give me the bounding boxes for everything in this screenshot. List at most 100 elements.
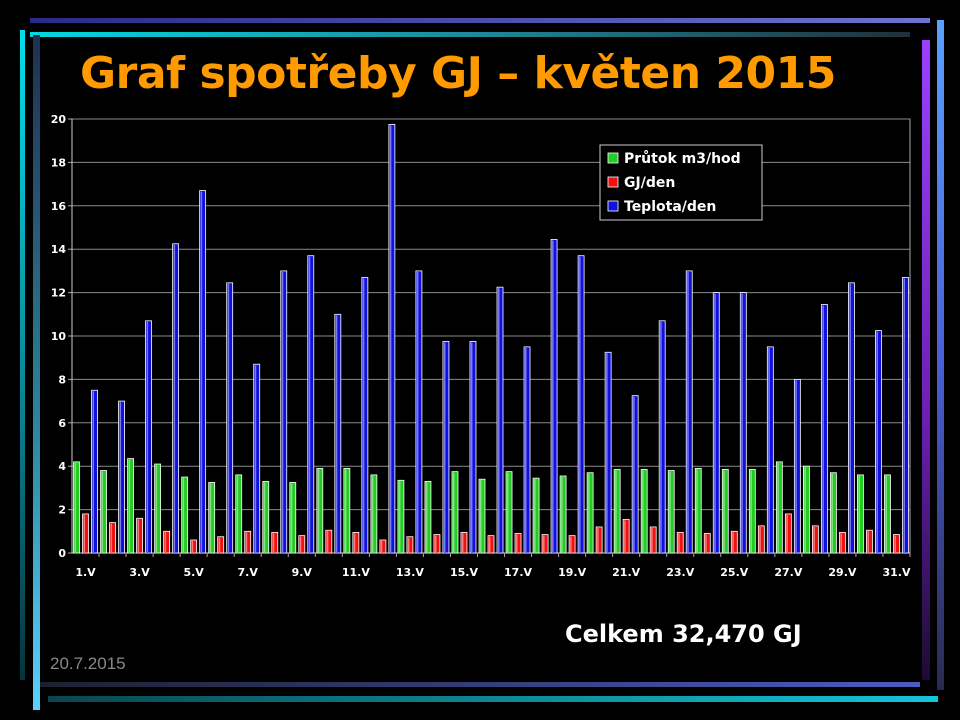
temperature-bar — [91, 389, 98, 554]
energy-bar — [568, 535, 576, 554]
temperature-bar — [739, 292, 747, 554]
temperature-bar-highlight — [119, 402, 122, 552]
energy-bar — [703, 533, 711, 554]
energy-bar — [325, 529, 333, 554]
energy-bar-highlight — [732, 532, 734, 552]
right-border-line-inner — [922, 40, 930, 680]
flow-bar — [154, 463, 162, 554]
temperature-bar — [658, 320, 666, 554]
flow-bar — [100, 470, 107, 554]
energy-bar — [730, 530, 738, 554]
flow-bar — [127, 458, 134, 554]
energy-bar-highlight — [516, 534, 518, 552]
temperature-bar-highlight — [470, 342, 473, 552]
flow-bar — [397, 479, 405, 554]
energy-bar-highlight — [434, 535, 437, 552]
energy-bar — [866, 529, 873, 554]
energy-bar-highlight — [705, 534, 707, 552]
flow-bar-highlight — [642, 470, 644, 552]
flow-bar — [721, 469, 729, 554]
x-tick-label: 3.V — [129, 566, 150, 579]
temperature-bar — [253, 363, 261, 554]
flow-bar — [208, 482, 216, 554]
bottom-border-line-inner — [48, 696, 938, 702]
energy-bar-highlight — [299, 536, 302, 552]
legend-swatch — [607, 200, 619, 212]
flow-bar-highlight — [561, 476, 563, 552]
flow-bar-highlight — [74, 462, 77, 552]
flow-bar — [424, 480, 432, 554]
energy-bar — [352, 531, 360, 554]
y-tick-label: 12 — [51, 287, 66, 300]
top-border-line-inner — [30, 32, 910, 37]
energy-bar — [433, 534, 441, 554]
temperature-bar — [577, 255, 585, 554]
legend-label: GJ/den — [624, 175, 675, 191]
energy-bar-highlight — [164, 532, 167, 552]
y-tick-label: 18 — [51, 156, 66, 169]
flow-bar-highlight — [101, 471, 104, 552]
temperature-bar-highlight — [795, 380, 797, 552]
y-tick-label: 14 — [51, 243, 67, 256]
total-consumption-label: Celkem 32,470 GJ — [565, 620, 802, 648]
energy-bar — [757, 525, 765, 554]
temperature-bar — [875, 330, 882, 554]
temperature-bar-highlight — [335, 315, 338, 552]
flow-bar-highlight — [507, 472, 509, 552]
energy-bar-highlight — [543, 535, 545, 552]
x-tick-label: 15.V — [450, 566, 478, 579]
flow-bar-highlight — [831, 473, 833, 552]
flow-bar-highlight — [750, 470, 752, 552]
x-tick-label: 9.V — [292, 566, 313, 579]
y-tick-label: 10 — [51, 330, 67, 343]
x-tick-label: 7.V — [238, 566, 259, 579]
energy-bar-highlight — [218, 537, 221, 552]
temperature-bar — [766, 346, 774, 554]
flow-bar — [478, 478, 486, 554]
energy-bar — [514, 533, 522, 554]
energy-bar-highlight — [407, 537, 410, 552]
temperature-bar — [226, 282, 234, 554]
bottom-border-line — [40, 682, 920, 687]
flow-bar — [830, 472, 837, 554]
flow-bar-highlight — [696, 469, 698, 552]
temperature-bar-highlight — [281, 271, 284, 552]
x-tick-label: 31.V — [882, 566, 910, 579]
energy-bar — [244, 530, 252, 554]
flow-bar-highlight — [723, 470, 725, 552]
x-tick-label: 27.V — [774, 566, 802, 579]
flow-bar-highlight — [317, 469, 320, 552]
energy-bar — [163, 530, 171, 554]
temperature-bar — [848, 282, 855, 554]
x-tick-label: 11.V — [342, 566, 370, 579]
temperature-bar-highlight — [552, 240, 554, 552]
temperature-bar — [550, 239, 558, 554]
flow-bar-highlight — [290, 483, 293, 552]
y-tick-label: 16 — [51, 200, 67, 213]
flow-bar-highlight — [858, 475, 860, 552]
x-tick-label: 17.V — [504, 566, 532, 579]
legend-label: Průtok m3/hod — [624, 150, 741, 167]
flow-bar — [73, 461, 80, 554]
temperature-bar-highlight — [633, 396, 635, 552]
temperature-bar-highlight — [579, 256, 581, 552]
energy-bar-highlight — [489, 536, 491, 552]
flow-bar-highlight — [588, 473, 590, 552]
temperature-bar — [307, 255, 315, 554]
energy-bar — [839, 531, 846, 554]
temperature-bar — [334, 313, 342, 554]
energy-bar-highlight — [326, 531, 329, 552]
flow-bar — [802, 465, 810, 554]
temperature-bar — [280, 270, 288, 554]
energy-bar — [190, 539, 198, 554]
flow-bar-highlight — [155, 465, 158, 552]
temperature-bar-highlight — [92, 391, 95, 552]
flow-bar-highlight — [777, 462, 779, 552]
energy-bar — [217, 536, 225, 554]
x-tick-label: 23.V — [666, 566, 694, 579]
temperature-bar — [415, 270, 423, 554]
top-border-line — [30, 18, 930, 23]
flow-bar-highlight — [236, 475, 239, 552]
flow-bar — [559, 475, 567, 554]
energy-bar — [541, 534, 549, 554]
